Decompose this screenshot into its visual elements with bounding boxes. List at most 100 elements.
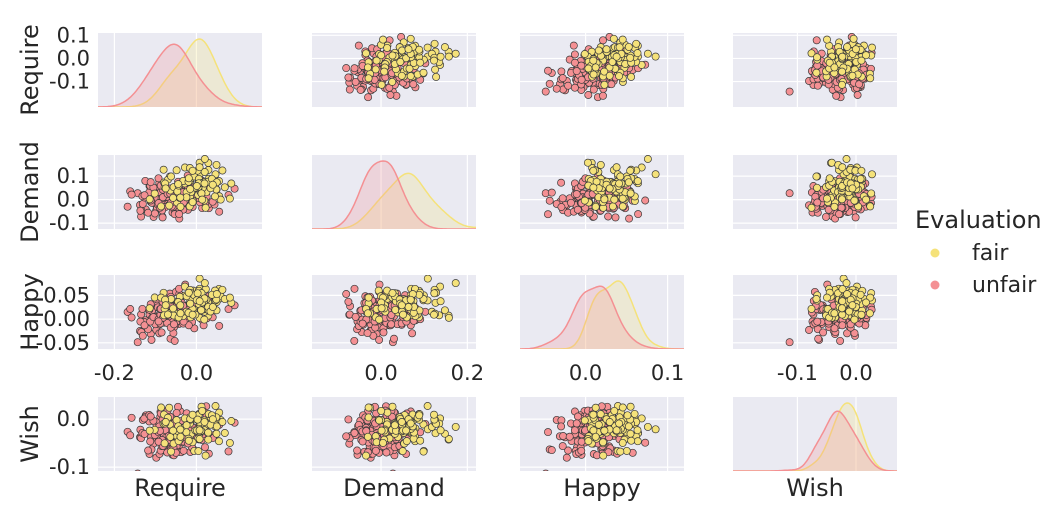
point-unfair [350,429,359,437]
point-unfair [379,328,388,337]
x-tick-label: 0.0 [839,361,872,385]
point-fair [176,309,185,318]
point-fair [195,163,204,172]
point-unfair [641,438,650,447]
point-unfair [158,213,167,222]
kde-area-unfair [733,411,897,471]
point-unfair [127,313,136,322]
point-fair [605,184,614,193]
point-fair [643,49,652,58]
point-unfair [146,412,155,421]
point-fair [807,203,816,212]
point-fair [848,184,857,193]
y-tick-label: 0.0 [57,407,90,431]
point-fair [615,72,624,81]
kde-line-fair [98,38,262,107]
point-fair [643,155,652,163]
point-unfair [812,36,821,45]
point-fair [838,304,846,313]
point-unfair [138,199,147,208]
point-unfair [577,61,586,70]
point-fair [188,410,197,419]
point-fair [372,56,381,65]
point-fair [404,303,413,311]
point-fair [830,309,839,318]
point-fair [406,34,415,43]
point-fair [167,172,176,181]
point-fair [397,418,406,426]
point-fair [626,166,635,175]
point-fair [362,451,370,460]
point-unfair [144,208,153,217]
point-unfair [354,41,363,50]
point-fair [399,310,408,319]
point-fair [405,64,414,73]
point-fair [176,193,185,202]
point-fair [430,39,439,48]
point-fair [444,435,453,443]
point-fair [618,403,627,412]
panel-wish-vs-require [98,397,262,471]
point-unfair [123,202,132,211]
point-fair [371,65,380,74]
point-unfair [558,194,567,203]
point-fair [591,202,600,211]
point-fair [379,438,387,447]
point-fair [364,403,373,412]
point-fair [589,166,598,175]
point-fair [169,304,178,313]
point-unfair [572,67,581,76]
point-fair [192,182,201,190]
point-fair [198,406,207,415]
panel-happy-vs-require [98,275,262,349]
point-fair [161,418,170,426]
point-fair [444,52,453,61]
point-fair [838,285,847,294]
point-unfair [140,321,149,330]
point-fair [165,201,174,210]
point-unfair [350,336,359,345]
point-unfair [345,85,354,94]
point-unfair [150,209,159,218]
point-fair [225,438,234,447]
kde-line-unfair [733,410,897,471]
point-unfair [140,191,149,200]
point-fair [165,403,174,412]
point-fair [161,301,170,310]
point-unfair [175,210,184,219]
point-fair [364,293,373,302]
point-fair [807,49,816,58]
point-unfair [813,317,822,326]
point-unfair [785,338,794,347]
point-fair [868,170,876,179]
point-fair [440,306,449,315]
point-fair [651,425,660,434]
point-fair [600,195,609,204]
point-unfair [607,80,616,89]
point-fair [184,288,193,297]
point-fair [850,196,859,205]
point-fair [596,410,605,419]
panel-background [98,33,262,107]
point-unfair [564,81,573,90]
point-fair [480,286,487,293]
point-fair [188,310,197,319]
point-unfair [342,64,351,73]
point-fair [618,35,627,44]
point-fair [589,56,598,65]
x-axis-label-require: Require [134,474,226,502]
point-unfair [557,178,566,187]
point-fair [402,426,410,435]
point-fair [202,140,209,147]
point-unfair [138,304,147,313]
point-unfair [342,432,351,441]
panel-wish-vs-wish [733,397,897,471]
point-fair [865,309,874,318]
point-fair [451,422,460,431]
x-tick-label: 0.0 [180,361,213,385]
point-fair [397,71,406,80]
point-fair [589,70,598,79]
point-fair [200,279,209,288]
point-fair [440,43,449,52]
panel-demand-vs-demand [312,155,476,229]
